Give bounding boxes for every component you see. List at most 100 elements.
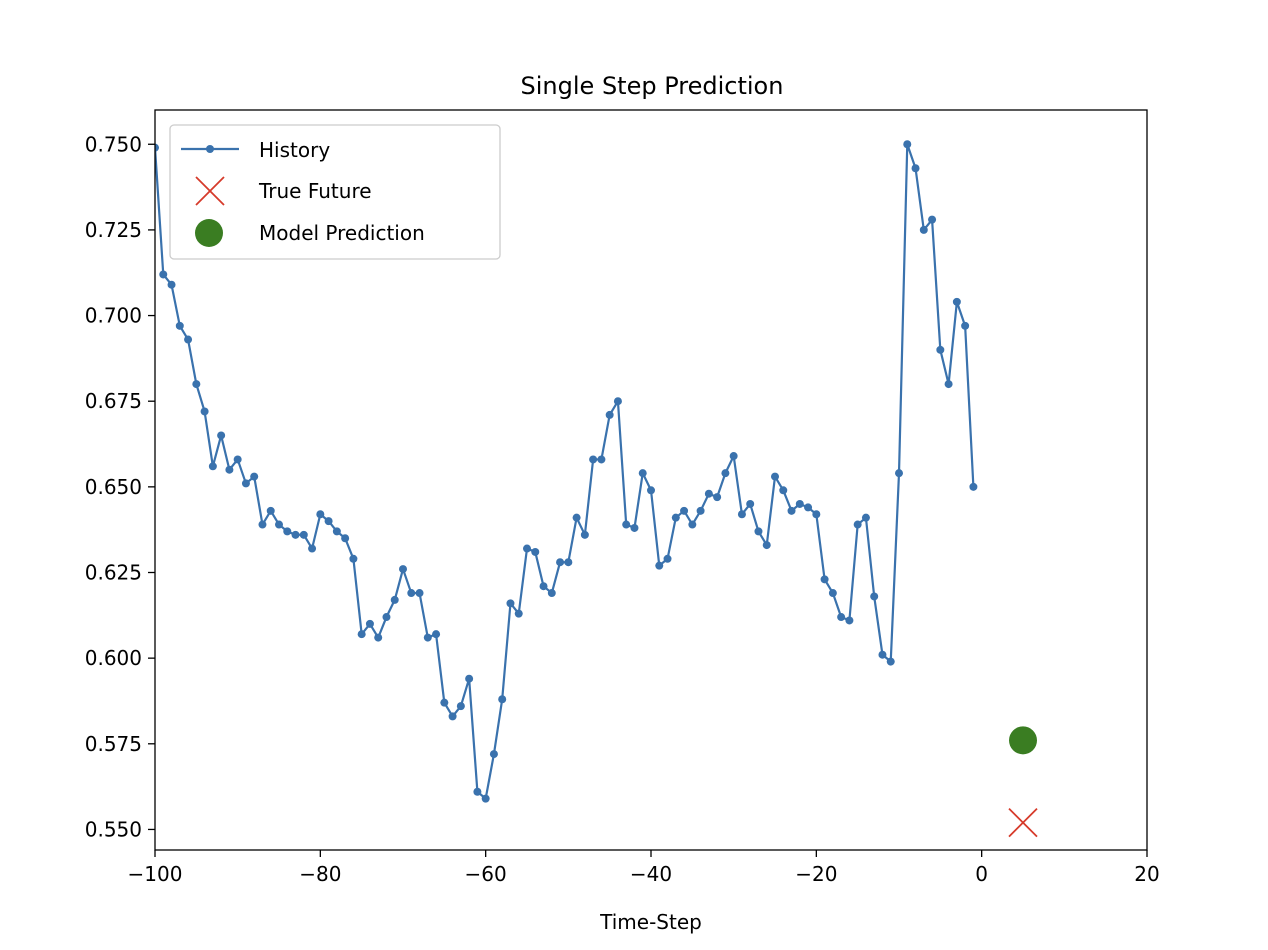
history-point <box>432 630 441 639</box>
history-point <box>969 482 978 491</box>
history-point <box>597 455 606 464</box>
history-point <box>911 164 920 173</box>
history-point <box>886 657 895 666</box>
x-tick-label: −80 <box>299 862 341 886</box>
y-tick-label: 0.725 <box>85 218 142 242</box>
history-point <box>556 558 565 567</box>
y-tick-label: 0.675 <box>85 389 142 413</box>
history-point <box>465 674 474 683</box>
y-tick-label: 0.575 <box>85 732 142 756</box>
history-point <box>275 520 283 529</box>
history-point <box>217 431 226 440</box>
history-point <box>357 630 366 639</box>
history-point <box>308 544 317 553</box>
legend-box <box>169 124 501 260</box>
history-point <box>721 469 730 478</box>
x-tick-label: −60 <box>465 862 507 886</box>
history-point <box>349 554 358 563</box>
history-point <box>167 280 176 289</box>
history-point <box>671 513 680 522</box>
history-point <box>506 599 515 608</box>
legend: History True Future Model Prediction <box>169 124 501 260</box>
history-point <box>895 469 903 478</box>
history-point <box>225 465 234 474</box>
y-tick-label: 0.550 <box>85 817 142 841</box>
history-point <box>531 547 540 556</box>
history-point <box>208 462 217 471</box>
x-axis: −100 −80 −60 −40 −20 0 20 <box>128 850 1160 886</box>
history-point <box>961 321 970 330</box>
history-point <box>820 575 829 584</box>
history-point <box>250 472 259 481</box>
y-tick-label: 0.600 <box>85 646 142 670</box>
history-point <box>919 225 928 234</box>
history-point <box>316 510 325 519</box>
history-point <box>266 506 275 515</box>
history-point <box>283 527 292 536</box>
history-point <box>184 335 193 344</box>
history-point <box>638 469 647 478</box>
history-point <box>580 530 589 539</box>
history-point <box>647 486 655 495</box>
history-point <box>713 493 722 502</box>
history-series-line <box>155 143 975 800</box>
history-point <box>332 527 341 536</box>
history-point <box>762 541 771 550</box>
history-point <box>779 486 788 495</box>
history-point <box>407 589 416 598</box>
y-tick-label: 0.650 <box>85 475 142 499</box>
history-point <box>200 407 209 416</box>
legend-label-model-prediction: Model Prediction <box>259 221 425 245</box>
history-point <box>837 613 846 622</box>
legend-label-true-future: True Future <box>258 179 372 203</box>
x-tick-label: 0 <box>975 862 988 886</box>
history-point <box>399 565 407 574</box>
legend-label-history: History <box>259 138 330 162</box>
history-point <box>489 750 498 759</box>
history-point <box>936 345 945 354</box>
legend-history-dot-icon <box>206 145 214 153</box>
history-point <box>440 698 449 707</box>
history-point <box>828 589 837 598</box>
history-point <box>704 489 713 498</box>
chart-title: Single Step Prediction <box>521 72 784 100</box>
history-point <box>291 530 300 539</box>
history-point <box>589 455 598 464</box>
y-tick-label: 0.700 <box>85 304 142 328</box>
history-point <box>928 215 937 224</box>
history-point <box>944 380 953 389</box>
history-point <box>622 520 631 529</box>
history-point <box>473 787 482 796</box>
legend-true-future-x-icon <box>195 176 225 206</box>
history-point <box>870 592 879 601</box>
history-point <box>688 520 697 529</box>
history-point <box>696 506 705 515</box>
history-point <box>365 619 374 628</box>
history-point <box>952 297 961 306</box>
history-point <box>233 455 242 464</box>
history-point <box>853 520 862 529</box>
history-point <box>241 479 250 488</box>
history-point <box>481 794 490 803</box>
history-point <box>572 513 581 522</box>
y-tick-label: 0.625 <box>85 561 142 585</box>
history-point <box>680 506 689 515</box>
history-point <box>341 534 350 543</box>
history-point <box>861 513 870 522</box>
history-point <box>605 410 614 419</box>
history-point <box>754 527 763 536</box>
plot-area <box>155 140 1038 838</box>
history-point <box>324 517 333 526</box>
history-point <box>663 554 672 563</box>
history-point <box>423 633 432 642</box>
history-point <box>382 613 391 622</box>
history-point <box>564 558 573 567</box>
legend-prediction-circle-icon <box>195 219 223 247</box>
history-point <box>155 143 159 152</box>
history-point <box>729 452 738 461</box>
history-point <box>258 520 267 529</box>
history-point <box>655 561 664 570</box>
history-point <box>456 702 465 711</box>
x-tick-label: −100 <box>128 862 183 886</box>
